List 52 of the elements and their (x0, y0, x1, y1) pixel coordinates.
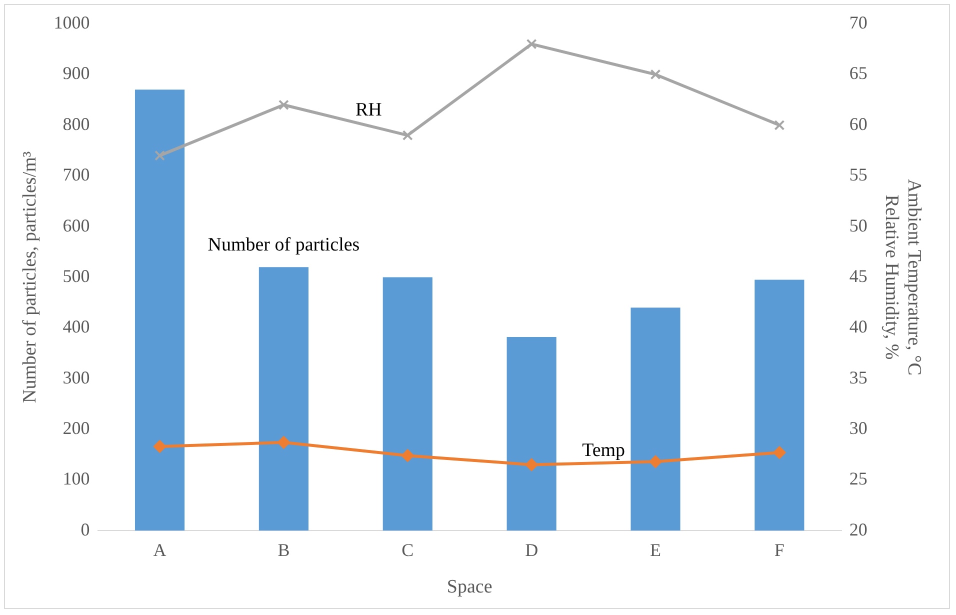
y2-tick-label: 55 (849, 164, 868, 185)
x-axis-title: Space (446, 576, 492, 598)
bar (134, 90, 185, 531)
y-tick-label: 200 (62, 418, 90, 438)
y-tick-label: 0 (80, 519, 90, 540)
y-tick-label: 800 (62, 114, 90, 134)
x-tick-label: C (402, 540, 414, 560)
y2-tick-label: 60 (849, 114, 868, 134)
point (277, 436, 290, 449)
point (154, 150, 166, 161)
y-tick-label: 300 (62, 367, 90, 388)
point (278, 100, 289, 110)
y-tick-label: 900 (62, 63, 90, 84)
x-tick-label: A (153, 540, 166, 560)
y2-tick-label: 35 (849, 367, 868, 388)
x-tick-label: F (774, 540, 784, 560)
point (153, 440, 166, 453)
point (401, 449, 414, 462)
y-tick-label: 400 (62, 316, 90, 337)
series-label: Number of particles (208, 234, 360, 256)
y-tick-label: 700 (62, 164, 90, 185)
point (649, 455, 662, 468)
x-tick-label: B (278, 540, 290, 560)
bar (754, 280, 804, 531)
y-tick-label: 600 (62, 215, 90, 236)
point (526, 38, 537, 50)
y2-tick-label: 20 (849, 519, 868, 540)
point (525, 458, 538, 472)
x-tick-label: E (650, 540, 661, 560)
point (774, 120, 785, 130)
bar (258, 267, 308, 531)
y2-tick-label: 45 (849, 266, 868, 286)
point (402, 130, 413, 141)
y-tick-label: 500 (62, 266, 90, 286)
y2-tick-label: 40 (849, 316, 868, 337)
y-tick-label: 1000 (54, 12, 90, 33)
point (650, 69, 661, 80)
series-label: Temp (582, 440, 626, 462)
y2-tick-label: 30 (849, 418, 868, 438)
bar (382, 277, 432, 531)
y-tick-label: 100 (62, 468, 90, 489)
y2-tick-label: 70 (849, 12, 868, 33)
point (772, 446, 786, 460)
bar (506, 337, 556, 531)
y2-tick-label: 65 (849, 63, 868, 84)
bar (630, 308, 680, 531)
y2-tick-label: 25 (849, 468, 868, 489)
x-tick-label: D (525, 540, 538, 560)
y2-axis-title: Ambient Temperature, °C Relative Humidity, % (880, 178, 925, 376)
series-label: RH (355, 99, 382, 120)
y-axis-title: Number of particles, particles/m³ (19, 151, 40, 403)
y2-tick-label: 50 (849, 215, 868, 236)
